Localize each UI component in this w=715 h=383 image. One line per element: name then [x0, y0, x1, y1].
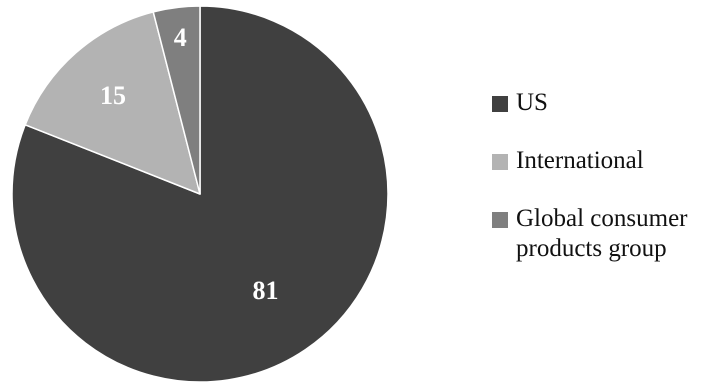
data-label-global-consumer-products-group: 4: [174, 23, 187, 52]
legend: US International Global consumer product…: [492, 88, 712, 264]
legend-swatch-global-consumer-products-group: [492, 212, 508, 228]
pie-slice-international: [24, 11, 201, 195]
data-label-us: 81: [253, 276, 279, 305]
legend-item-global-consumer-products-group: Global consumer products group: [492, 204, 712, 264]
data-label-international: 15: [100, 81, 126, 110]
legend-item-international: International: [492, 146, 712, 176]
legend-label-global-consumer-products-group: Global consumer products group: [516, 205, 688, 262]
pie-slice-global-consumer-products-group: [152, 5, 201, 195]
legend-swatch-international: [492, 154, 508, 170]
legend-label-us: US: [516, 89, 548, 116]
legend-label-international: International: [516, 147, 644, 174]
legend-swatch-us: [492, 96, 508, 112]
legend-item-us: US: [492, 88, 712, 118]
